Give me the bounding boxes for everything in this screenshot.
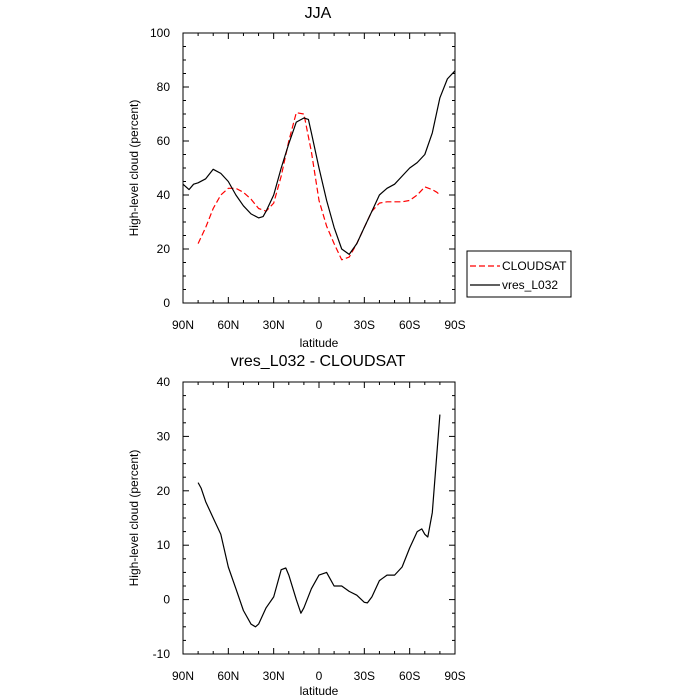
bottom-panel: vres_L032 - CLOUDSAT 90N 60N 30N 0 30S 60S 90S… xyxy=(127,353,466,698)
top-y-ticks: 0 20 40 60 80 100 xyxy=(150,26,455,310)
bottom-y-ticks: -10 0 10 20 30 40 xyxy=(153,375,455,661)
bottom-x-ticks: 90N 60N 30N 0 30S 60S 90S xyxy=(172,382,466,683)
legend-label-vres: vres_L032 xyxy=(502,278,558,292)
legend-label-cloudsat: CLOUDSAT xyxy=(502,259,567,273)
top-x-tick-label: 60N xyxy=(217,318,239,332)
bottom-series-lines xyxy=(197,414,441,628)
top-x-tick-label: 60S xyxy=(399,318,420,332)
bottom-x-tick-label: 90S xyxy=(444,669,465,683)
top-x-tick-label: 30S xyxy=(354,318,375,332)
top-series-line-vres-l032 xyxy=(182,70,456,255)
top-x-ticks: 90N 60N 30N 0 30S 60S 90S xyxy=(172,33,466,332)
top-x-tick-label: 30N xyxy=(263,318,285,332)
top-y-tick-label: 80 xyxy=(157,80,171,94)
top-x-tick-label: 0 xyxy=(316,318,323,332)
bottom-plot-frame xyxy=(182,381,456,655)
top-y-axis-label: High-level cloud (percent) xyxy=(127,100,141,237)
top-y-tick-label: 0 xyxy=(163,296,170,310)
bottom-y-tick-label: 40 xyxy=(157,375,171,389)
bottom-series-line-vres-l032-cloudsat xyxy=(197,414,441,628)
top-y-tick-label: 20 xyxy=(157,242,171,256)
top-y-tick-label: 40 xyxy=(157,188,171,202)
top-x-tick-label: 90N xyxy=(172,318,194,332)
bottom-y-tick-label: 0 xyxy=(163,593,170,607)
top-y-tick-label: 60 xyxy=(157,134,171,148)
top-series-lines xyxy=(182,70,456,261)
top-x-axis-label: latitude xyxy=(300,336,339,350)
bottom-x-tick-label: 60N xyxy=(217,669,239,683)
bottom-y-tick-label: -10 xyxy=(153,647,171,661)
bottom-x-tick-label: 0 xyxy=(316,669,323,683)
bottom-x-tick-label: 60S xyxy=(399,669,420,683)
legend: CLOUDSAT vres_L032 xyxy=(466,250,572,298)
bottom-x-tick-label: 30S xyxy=(354,669,375,683)
bottom-title: vres_L032 - CLOUDSAT xyxy=(231,353,406,370)
top-panel: JJA 90N 60N 30N 0 30S 60S 90S 0 20 40 60 80 100 lat… xyxy=(127,5,466,350)
top-series-line-cloudsat xyxy=(197,112,441,261)
bottom-x-tick-label: 30N xyxy=(263,669,285,683)
bottom-y-tick-label: 10 xyxy=(157,538,171,552)
bottom-x-tick-label: 90N xyxy=(172,669,194,683)
bottom-y-tick-label: 20 xyxy=(157,484,171,498)
top-x-tick-label: 90S xyxy=(444,318,465,332)
top-y-tick-label: 100 xyxy=(150,26,170,40)
legend-box xyxy=(466,250,572,298)
bottom-x-axis-label: latitude xyxy=(300,684,339,698)
bottom-y-axis-label: High-level cloud (percent) xyxy=(127,450,141,587)
bottom-y-tick-label: 30 xyxy=(157,429,171,443)
top-title: JJA xyxy=(305,5,332,22)
